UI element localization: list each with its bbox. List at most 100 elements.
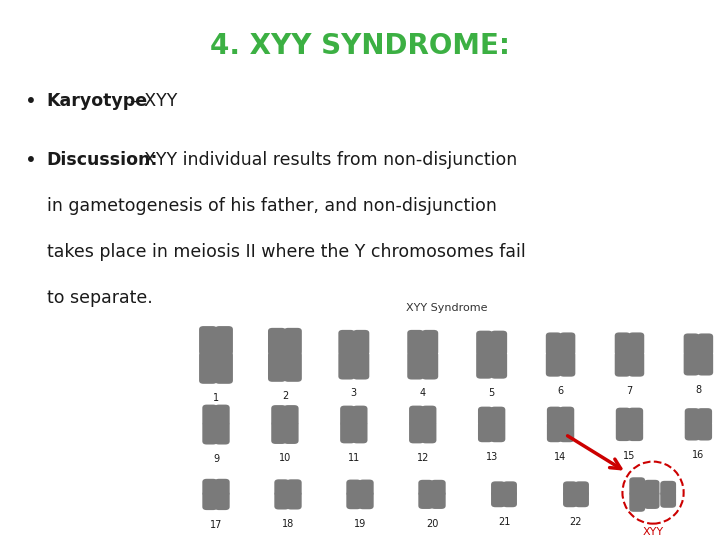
FancyBboxPatch shape bbox=[284, 405, 299, 426]
Text: 1: 1 bbox=[213, 393, 219, 402]
Text: 2: 2 bbox=[282, 390, 288, 401]
FancyBboxPatch shape bbox=[346, 480, 361, 496]
FancyBboxPatch shape bbox=[616, 408, 631, 426]
FancyBboxPatch shape bbox=[559, 352, 575, 377]
FancyBboxPatch shape bbox=[563, 481, 577, 496]
FancyBboxPatch shape bbox=[409, 421, 424, 443]
Text: – XYY: – XYY bbox=[130, 92, 177, 110]
FancyBboxPatch shape bbox=[503, 491, 517, 507]
Text: 17: 17 bbox=[210, 519, 222, 530]
FancyBboxPatch shape bbox=[559, 421, 575, 442]
FancyBboxPatch shape bbox=[628, 408, 643, 426]
FancyBboxPatch shape bbox=[629, 477, 645, 496]
FancyBboxPatch shape bbox=[490, 407, 505, 426]
Text: 19: 19 bbox=[354, 519, 366, 529]
Text: 9: 9 bbox=[213, 454, 219, 464]
FancyBboxPatch shape bbox=[685, 421, 700, 441]
FancyBboxPatch shape bbox=[408, 352, 424, 380]
FancyBboxPatch shape bbox=[421, 406, 436, 426]
FancyBboxPatch shape bbox=[202, 404, 217, 426]
FancyBboxPatch shape bbox=[340, 421, 355, 443]
Text: 15: 15 bbox=[624, 450, 636, 461]
Text: 5: 5 bbox=[489, 388, 495, 397]
Text: XYY Syndrome: XYY Syndrome bbox=[405, 303, 487, 313]
FancyBboxPatch shape bbox=[547, 407, 562, 426]
FancyBboxPatch shape bbox=[629, 491, 645, 512]
FancyBboxPatch shape bbox=[563, 491, 577, 507]
Text: 14: 14 bbox=[554, 451, 567, 462]
FancyBboxPatch shape bbox=[546, 352, 562, 377]
Text: 11: 11 bbox=[348, 453, 360, 463]
Text: 13: 13 bbox=[485, 451, 498, 462]
FancyBboxPatch shape bbox=[660, 491, 676, 508]
Text: in gametogenesis of his father, and non-disjunction: in gametogenesis of his father, and non-… bbox=[47, 197, 497, 215]
FancyBboxPatch shape bbox=[359, 491, 374, 509]
Text: 16: 16 bbox=[692, 450, 705, 460]
FancyBboxPatch shape bbox=[476, 352, 492, 379]
FancyBboxPatch shape bbox=[340, 406, 355, 426]
Text: 6: 6 bbox=[557, 386, 564, 396]
FancyBboxPatch shape bbox=[352, 421, 367, 443]
Text: 4: 4 bbox=[420, 388, 426, 399]
FancyBboxPatch shape bbox=[359, 480, 374, 496]
FancyBboxPatch shape bbox=[629, 352, 644, 377]
FancyBboxPatch shape bbox=[418, 491, 433, 509]
FancyBboxPatch shape bbox=[215, 326, 233, 355]
FancyBboxPatch shape bbox=[684, 351, 700, 375]
FancyBboxPatch shape bbox=[476, 330, 492, 355]
FancyBboxPatch shape bbox=[478, 407, 493, 426]
FancyBboxPatch shape bbox=[215, 479, 230, 496]
FancyBboxPatch shape bbox=[644, 480, 660, 496]
Text: 20: 20 bbox=[426, 518, 438, 529]
FancyBboxPatch shape bbox=[268, 328, 286, 355]
FancyBboxPatch shape bbox=[284, 328, 302, 355]
FancyBboxPatch shape bbox=[615, 333, 631, 355]
FancyBboxPatch shape bbox=[575, 491, 589, 507]
Text: XYY: XYY bbox=[642, 527, 664, 537]
FancyBboxPatch shape bbox=[431, 491, 446, 509]
Text: 22: 22 bbox=[570, 517, 582, 527]
FancyBboxPatch shape bbox=[287, 491, 302, 510]
FancyBboxPatch shape bbox=[202, 421, 217, 444]
FancyBboxPatch shape bbox=[215, 404, 230, 426]
Text: XYY individual results from non-disjunction: XYY individual results from non-disjunct… bbox=[144, 151, 517, 169]
FancyBboxPatch shape bbox=[422, 330, 438, 355]
FancyBboxPatch shape bbox=[287, 480, 302, 496]
FancyBboxPatch shape bbox=[478, 421, 493, 442]
FancyBboxPatch shape bbox=[660, 481, 676, 496]
FancyBboxPatch shape bbox=[338, 330, 355, 355]
FancyBboxPatch shape bbox=[697, 408, 712, 426]
FancyBboxPatch shape bbox=[697, 421, 712, 441]
FancyBboxPatch shape bbox=[284, 352, 302, 382]
FancyBboxPatch shape bbox=[685, 408, 700, 426]
Text: 10: 10 bbox=[279, 453, 291, 463]
Text: •: • bbox=[25, 151, 37, 170]
FancyBboxPatch shape bbox=[409, 406, 424, 426]
FancyBboxPatch shape bbox=[202, 491, 217, 510]
FancyBboxPatch shape bbox=[629, 333, 644, 355]
FancyBboxPatch shape bbox=[575, 481, 589, 496]
Text: 8: 8 bbox=[696, 384, 701, 395]
Text: 12: 12 bbox=[417, 453, 429, 463]
Text: to separate.: to separate. bbox=[47, 289, 153, 307]
FancyBboxPatch shape bbox=[616, 421, 631, 441]
FancyBboxPatch shape bbox=[547, 421, 562, 442]
FancyBboxPatch shape bbox=[215, 352, 233, 384]
FancyBboxPatch shape bbox=[199, 326, 217, 355]
Text: 4. XYY SYNDROME:: 4. XYY SYNDROME: bbox=[210, 32, 510, 60]
Text: 7: 7 bbox=[626, 386, 633, 396]
FancyBboxPatch shape bbox=[268, 352, 286, 382]
FancyBboxPatch shape bbox=[408, 330, 424, 355]
FancyBboxPatch shape bbox=[199, 352, 217, 384]
FancyBboxPatch shape bbox=[353, 330, 369, 355]
FancyBboxPatch shape bbox=[628, 421, 643, 441]
FancyBboxPatch shape bbox=[271, 405, 287, 426]
FancyBboxPatch shape bbox=[490, 352, 507, 379]
FancyBboxPatch shape bbox=[698, 333, 714, 355]
FancyBboxPatch shape bbox=[274, 480, 289, 496]
FancyBboxPatch shape bbox=[215, 491, 230, 510]
Text: Karyotype: Karyotype bbox=[47, 92, 148, 110]
Text: 18: 18 bbox=[282, 519, 294, 529]
FancyBboxPatch shape bbox=[418, 480, 433, 496]
FancyBboxPatch shape bbox=[284, 421, 299, 444]
